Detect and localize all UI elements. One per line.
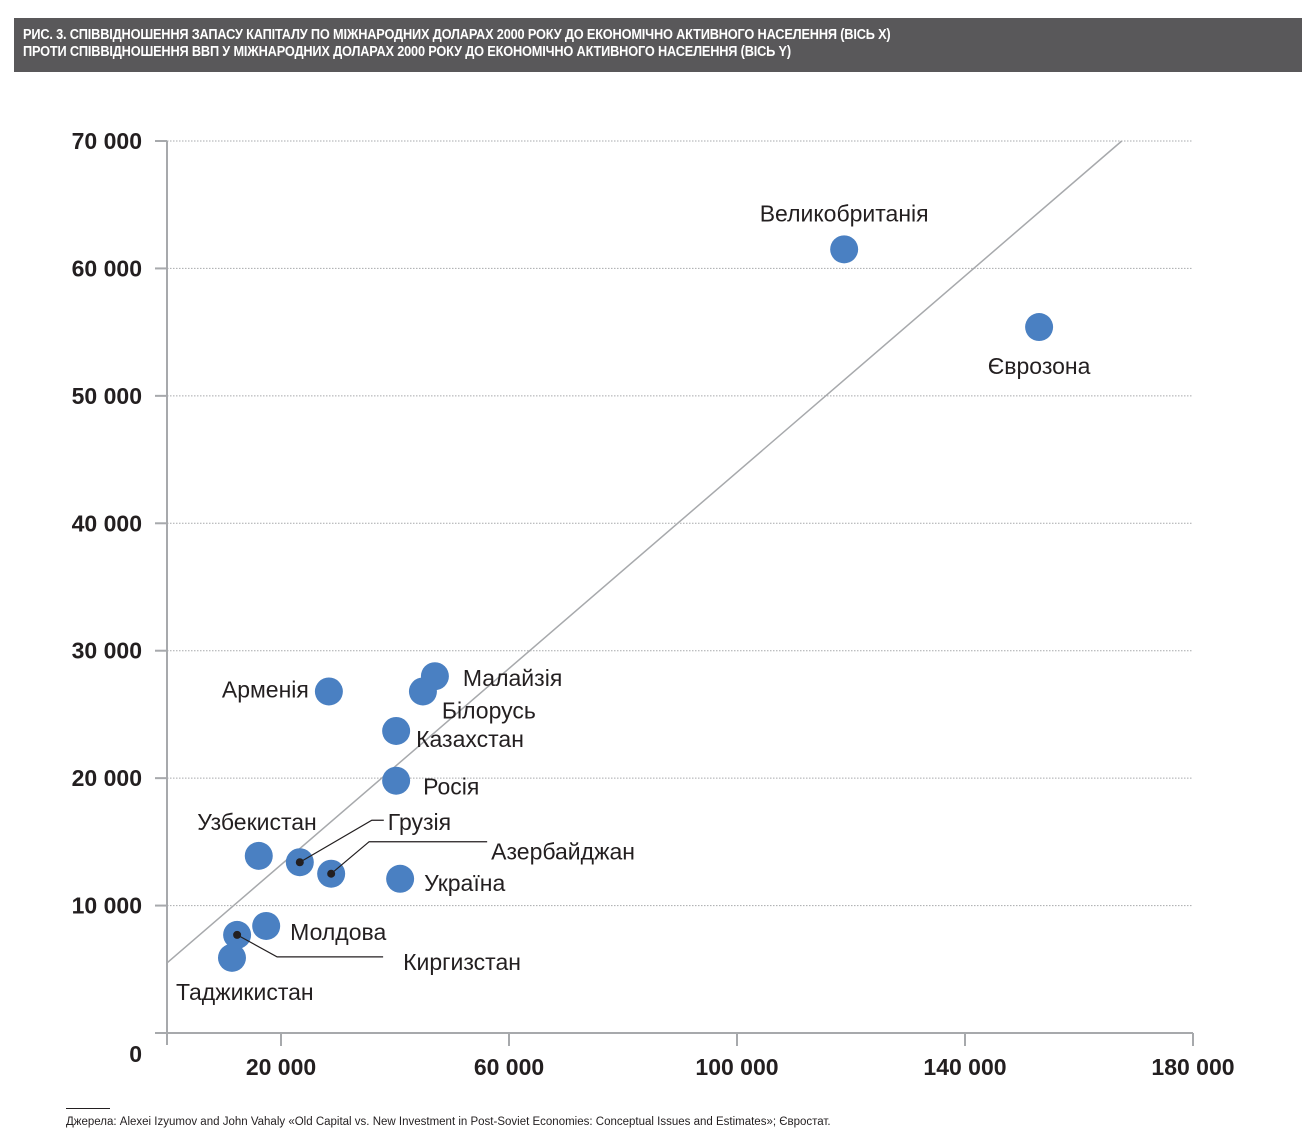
point-label: Єврозона	[988, 353, 1091, 379]
y-tick-label: 30 000	[72, 638, 142, 664]
data-point	[252, 911, 281, 940]
trend-line	[166, 140, 1123, 964]
point-label: Росія	[423, 774, 479, 800]
data-point	[382, 766, 411, 795]
figure-title-line-2: ПРОТИ СПІВВІДНОШЕННЯ ВВП У МІЖНАРОДНИХ Д…	[23, 44, 791, 60]
point-label: Малайзія	[463, 665, 562, 691]
leader-dot	[295, 858, 304, 867]
x-tick-label: 20 000	[246, 1054, 316, 1080]
source-note: Джерела: Alexei Izyumov and John Vahaly …	[66, 1116, 831, 1128]
data-point	[244, 841, 273, 870]
point-label: Молдова	[290, 919, 386, 945]
x-tick-label: 100 000	[695, 1054, 778, 1080]
point-label: Арменія	[222, 676, 309, 702]
data-point	[314, 677, 343, 706]
y-tick-label: 20 000	[72, 765, 142, 791]
leader-dot	[233, 930, 242, 939]
data-point	[382, 716, 411, 745]
y-tick-label: 40 000	[72, 510, 142, 536]
data-point	[830, 235, 859, 264]
figure-title-line-1: РИС. 3. СПІВВІДНОШЕННЯ ЗАПАСУ КАПІТАЛУ П…	[23, 27, 891, 43]
y-tick-label: 0	[129, 1041, 142, 1067]
point-label: Таджикистан	[176, 979, 314, 1005]
data-point	[408, 677, 437, 706]
x-tick-label: 140 000	[923, 1054, 1006, 1080]
leader-dot	[327, 869, 336, 878]
data-point	[386, 864, 415, 893]
x-tick-label: 180 000	[1151, 1054, 1234, 1080]
point-label: Великобританія	[760, 200, 929, 226]
point-label: Киргизстан	[403, 949, 521, 975]
leader-line	[236, 934, 384, 958]
source-divider	[66, 1108, 110, 1109]
point-label: Казахстан	[416, 726, 524, 752]
point-label: Узбекистан	[197, 809, 317, 835]
figure-title-bar: РИС. 3. СПІВВІДНОШЕННЯ ЗАПАСУ КАПІТАЛУ П…	[14, 18, 1302, 72]
y-tick-label: 50 000	[72, 383, 142, 409]
data-point	[217, 943, 246, 972]
data-point	[1025, 313, 1054, 342]
point-label: Азербайджан	[491, 839, 635, 865]
x-tick-label: 60 000	[474, 1054, 544, 1080]
leader-line	[330, 841, 488, 875]
y-tick-label: 70 000	[72, 128, 142, 154]
y-tick-label: 10 000	[72, 893, 142, 919]
point-label: Білорусь	[442, 697, 536, 723]
point-label: Грузія	[388, 809, 451, 835]
point-label: Україна	[424, 870, 505, 896]
leader-line	[299, 819, 384, 863]
y-tick-label: 60 000	[72, 255, 142, 281]
